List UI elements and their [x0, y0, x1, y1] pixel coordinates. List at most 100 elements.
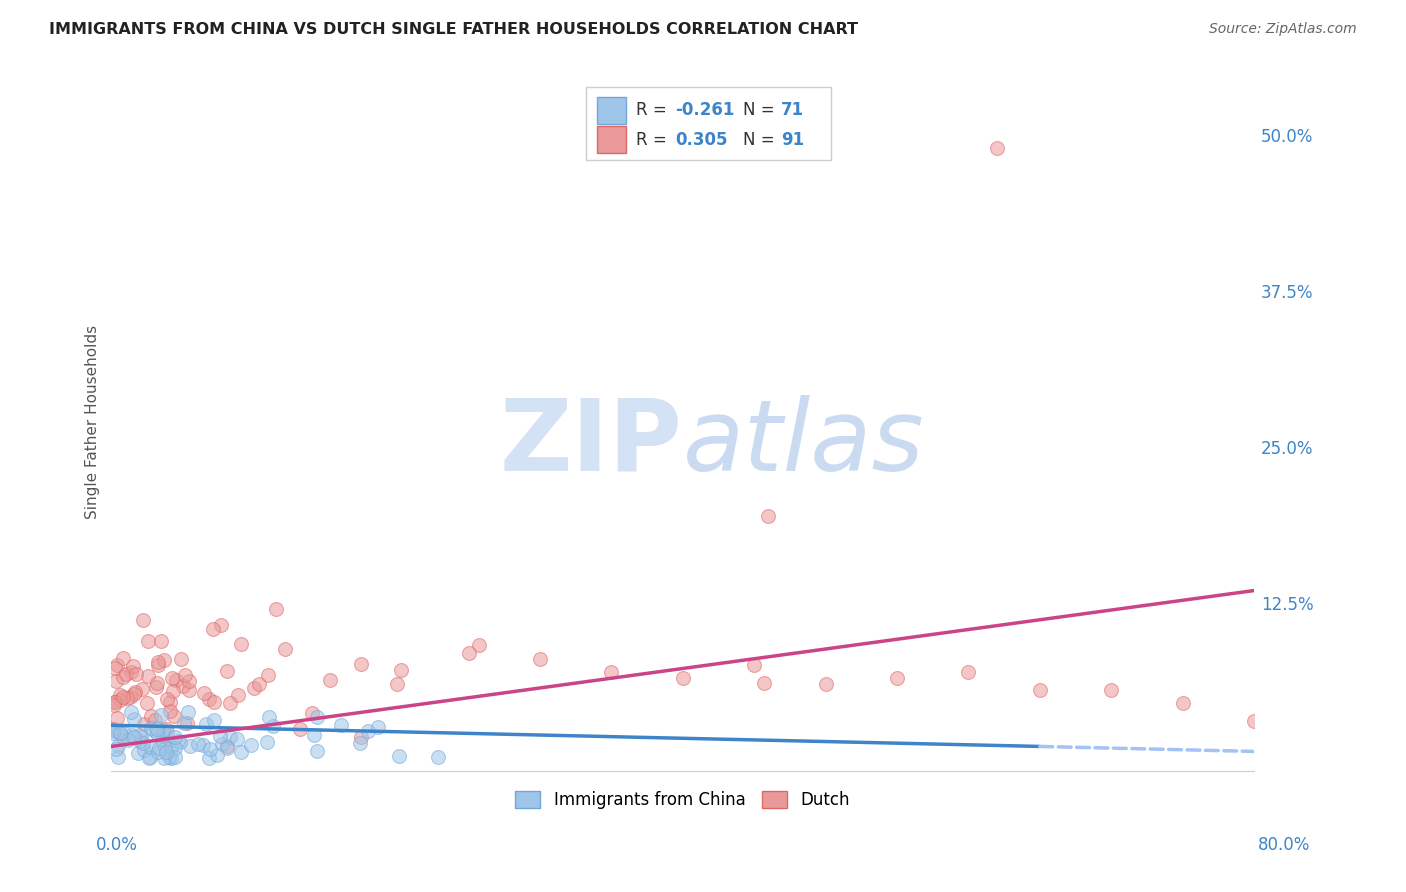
Point	[111, 730, 134, 744]
Point	[155, 745, 177, 759]
Point	[155, 722, 177, 736]
Point	[350, 657, 373, 672]
Point	[108, 693, 131, 707]
Point	[105, 711, 128, 725]
Point	[219, 696, 242, 710]
Point	[195, 716, 218, 731]
Point	[162, 684, 184, 698]
Point	[157, 749, 180, 764]
Point	[129, 731, 152, 745]
Point	[187, 737, 209, 751]
Point	[152, 736, 174, 750]
Text: IMMIGRANTS FROM CHINA VS DUTCH SINGLE FATHER HOUSEHOLDS CORRELATION CHART: IMMIGRANTS FROM CHINA VS DUTCH SINGLE FA…	[49, 22, 858, 37]
Point	[152, 730, 174, 744]
Point	[391, 663, 413, 677]
Point	[349, 736, 371, 750]
Bar	[598, 97, 626, 124]
Point	[149, 708, 172, 723]
Point	[114, 667, 136, 681]
Point	[155, 740, 177, 755]
Point	[132, 736, 155, 750]
Point	[159, 695, 181, 709]
Point	[112, 726, 135, 740]
Point	[132, 613, 155, 627]
Point	[305, 744, 328, 758]
Point	[198, 742, 221, 756]
Point	[148, 745, 170, 759]
Point	[141, 709, 163, 723]
Point	[132, 743, 155, 757]
Point	[231, 745, 253, 759]
Point	[350, 731, 373, 745]
Point	[304, 727, 326, 741]
Text: 0.305: 0.305	[675, 131, 727, 149]
Point	[1029, 683, 1052, 698]
Text: 80.0%: 80.0%	[1258, 836, 1310, 854]
Point	[103, 698, 125, 713]
Point	[274, 641, 297, 656]
Point	[1171, 696, 1194, 710]
Point	[143, 713, 166, 727]
Point	[173, 715, 195, 730]
Text: 71: 71	[780, 102, 804, 120]
Point	[146, 657, 169, 672]
Point	[148, 741, 170, 756]
Point	[108, 726, 131, 740]
Point	[367, 720, 389, 734]
Point	[209, 729, 232, 743]
Point	[247, 676, 270, 690]
Point	[129, 733, 152, 747]
Point	[262, 719, 284, 733]
Point	[1243, 714, 1265, 729]
Point	[141, 723, 163, 737]
Point	[202, 694, 225, 708]
Point	[156, 691, 179, 706]
Point	[112, 651, 135, 665]
Point	[163, 741, 186, 756]
Point	[215, 664, 238, 678]
Point	[357, 723, 380, 738]
Point	[986, 141, 1008, 155]
Point	[301, 706, 323, 720]
Point	[427, 750, 450, 764]
Point	[231, 637, 253, 651]
Point	[172, 679, 194, 693]
Point	[145, 681, 167, 695]
Point	[115, 690, 138, 705]
Text: Source: ZipAtlas.com: Source: ZipAtlas.com	[1209, 22, 1357, 37]
Legend: Immigrants from China, Dutch: Immigrants from China, Dutch	[509, 784, 856, 815]
Point	[138, 751, 160, 765]
Point	[886, 671, 908, 685]
Point	[117, 732, 139, 747]
Point	[152, 653, 174, 667]
Point	[136, 696, 159, 710]
Point	[136, 669, 159, 683]
Point	[120, 705, 142, 719]
Point	[600, 665, 623, 679]
Point	[146, 726, 169, 740]
Point	[131, 682, 153, 697]
Point	[202, 622, 225, 636]
Point	[128, 727, 150, 741]
Point	[160, 751, 183, 765]
Point	[742, 658, 765, 673]
Point	[103, 695, 125, 709]
Point	[159, 740, 181, 755]
Point	[136, 633, 159, 648]
Text: ZIP: ZIP	[501, 394, 683, 491]
Point	[758, 508, 780, 523]
Point	[193, 739, 215, 753]
Point	[163, 750, 186, 764]
Text: N =: N =	[744, 102, 780, 120]
Point	[754, 676, 776, 690]
Point	[169, 651, 191, 665]
Point	[814, 677, 837, 691]
Point	[108, 688, 131, 702]
Point	[957, 665, 980, 679]
Point	[124, 730, 146, 744]
Text: atlas: atlas	[683, 394, 924, 491]
Point	[256, 735, 278, 749]
Point	[202, 713, 225, 727]
Point	[215, 739, 238, 754]
Point	[149, 634, 172, 648]
